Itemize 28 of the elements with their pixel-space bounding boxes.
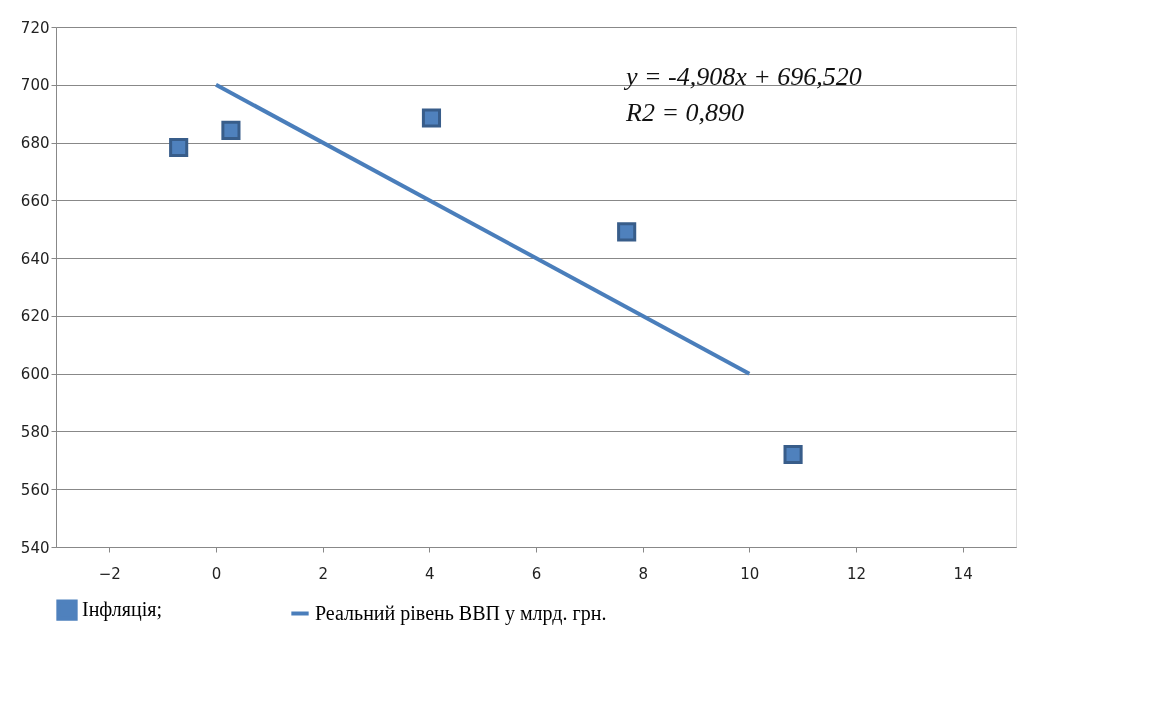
point — [421, 108, 442, 128]
point — [221, 120, 241, 140]
y-tick-label: 680 — [20, 134, 50, 153]
point — [169, 137, 189, 158]
x-tick-label: 10 — [740, 564, 760, 583]
legend-label: Інфляція; — [82, 598, 163, 622]
y-tick-label: 540 — [20, 538, 50, 557]
x-tick-label: 6 — [531, 564, 542, 583]
point — [617, 222, 637, 242]
y-tick-label: 600 — [20, 365, 50, 384]
x-tick-label: −2 — [98, 564, 121, 583]
annotation: R2 = 0,890 — [625, 98, 744, 127]
x-tick-label: 0 — [211, 564, 222, 583]
y-tick-label: 580 — [20, 422, 50, 441]
y-tick-label: 720 — [20, 18, 50, 37]
y-tick-label: 560 — [20, 480, 50, 499]
x-tick-label: 4 — [425, 564, 435, 583]
x-tick-label: 14 — [953, 564, 973, 583]
legend-label: Реальний рівень ВВП у млрд. грн. — [315, 601, 607, 625]
x-tick-label: 8 — [638, 564, 648, 583]
point — [783, 444, 803, 465]
y-tick-label: 620 — [20, 307, 50, 326]
y-tick-label: 640 — [20, 249, 50, 268]
annotation: y = -4,908x + 696,520 — [623, 62, 862, 91]
x-tick-label: 2 — [318, 564, 328, 583]
y-tick-label: 700 — [20, 76, 50, 95]
y-tick-label: 660 — [20, 191, 50, 210]
x-tick-label: 12 — [846, 564, 867, 583]
